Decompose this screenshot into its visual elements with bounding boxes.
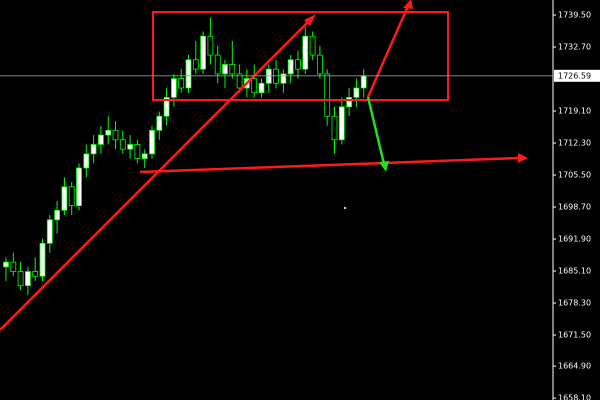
candle-body bbox=[251, 78, 258, 94]
candle-body bbox=[54, 209, 60, 221]
candle-body bbox=[105, 129, 112, 136]
arrow-head bbox=[518, 153, 528, 163]
candle-body bbox=[360, 75, 367, 89]
candle-body bbox=[46, 219, 53, 244]
trend-arrow bbox=[0, 19, 311, 331]
candle-body bbox=[149, 129, 155, 155]
candle-body bbox=[222, 64, 228, 75]
candle-body bbox=[24, 271, 31, 287]
candle-body bbox=[98, 134, 104, 145]
last-price-box bbox=[554, 69, 600, 82]
candle-body bbox=[76, 167, 82, 207]
y-tick-label: 1712.30 bbox=[558, 139, 591, 148]
arrow-head bbox=[403, 0, 413, 9]
candle-body bbox=[287, 59, 294, 75]
candle-body bbox=[39, 242, 46, 277]
candle-body bbox=[170, 78, 177, 98]
candle-body bbox=[127, 144, 133, 150]
candle-body bbox=[229, 64, 236, 75]
candle-body bbox=[17, 271, 24, 287]
candle-body bbox=[134, 144, 141, 159]
candle-body bbox=[207, 35, 214, 56]
candle-body bbox=[346, 97, 353, 108]
candle-body bbox=[324, 73, 331, 117]
candle-body bbox=[200, 35, 207, 70]
candle-body bbox=[141, 153, 148, 159]
candle-body bbox=[83, 153, 90, 169]
candle-body bbox=[295, 59, 301, 70]
candle-body bbox=[192, 59, 199, 70]
y-tick-label: 1739.50 bbox=[558, 11, 591, 20]
breakout-arrow bbox=[366, 5, 410, 98]
candle-body bbox=[163, 97, 170, 117]
y-tick-label: 1719.10 bbox=[558, 107, 591, 116]
candle-body bbox=[331, 115, 338, 141]
plot bbox=[3, 17, 367, 296]
y-tick-label: 1685.10 bbox=[558, 267, 591, 276]
candle-body bbox=[61, 186, 68, 211]
candle-body bbox=[302, 35, 309, 70]
arrow-head bbox=[304, 14, 316, 26]
candle-body bbox=[236, 73, 243, 89]
range-box bbox=[152, 11, 449, 101]
candle-body bbox=[258, 82, 265, 94]
candle-body bbox=[3, 261, 9, 268]
candle-body bbox=[280, 73, 287, 84]
candle-body bbox=[353, 87, 360, 98]
drop-arrow bbox=[366, 96, 386, 165]
candle-body bbox=[68, 186, 75, 207]
candle-body bbox=[309, 35, 316, 56]
candle-body bbox=[265, 68, 272, 84]
y-tick-label: 1732.70 bbox=[558, 43, 591, 52]
last-price-label: 1726.59 bbox=[558, 71, 591, 80]
y-tick-label: 1698.70 bbox=[558, 203, 591, 212]
candle-body bbox=[273, 68, 280, 84]
candle-body bbox=[112, 129, 119, 141]
candle-body bbox=[338, 106, 345, 141]
candle-body bbox=[119, 139, 126, 150]
candle-body bbox=[185, 59, 192, 89]
candle-body bbox=[214, 54, 221, 75]
candle-body bbox=[178, 78, 185, 89]
y-tick-label: 1678.30 bbox=[558, 299, 591, 308]
support-arrow bbox=[139, 156, 521, 174]
y-tick-label: 1671.50 bbox=[558, 331, 591, 340]
candle-body bbox=[32, 271, 39, 277]
y-tick-label: 1705.50 bbox=[558, 171, 591, 180]
candle-body bbox=[316, 54, 323, 75]
dot bbox=[343, 206, 347, 210]
y-tick-label: 1691.90 bbox=[558, 235, 591, 244]
candle-body bbox=[10, 261, 17, 272]
candle-body bbox=[90, 144, 97, 155]
candle-body bbox=[156, 115, 163, 131]
arrow-head bbox=[379, 161, 389, 172]
y-tick-label: 1658.10 bbox=[558, 394, 591, 400]
y-tick-label: 1664.90 bbox=[558, 362, 591, 371]
